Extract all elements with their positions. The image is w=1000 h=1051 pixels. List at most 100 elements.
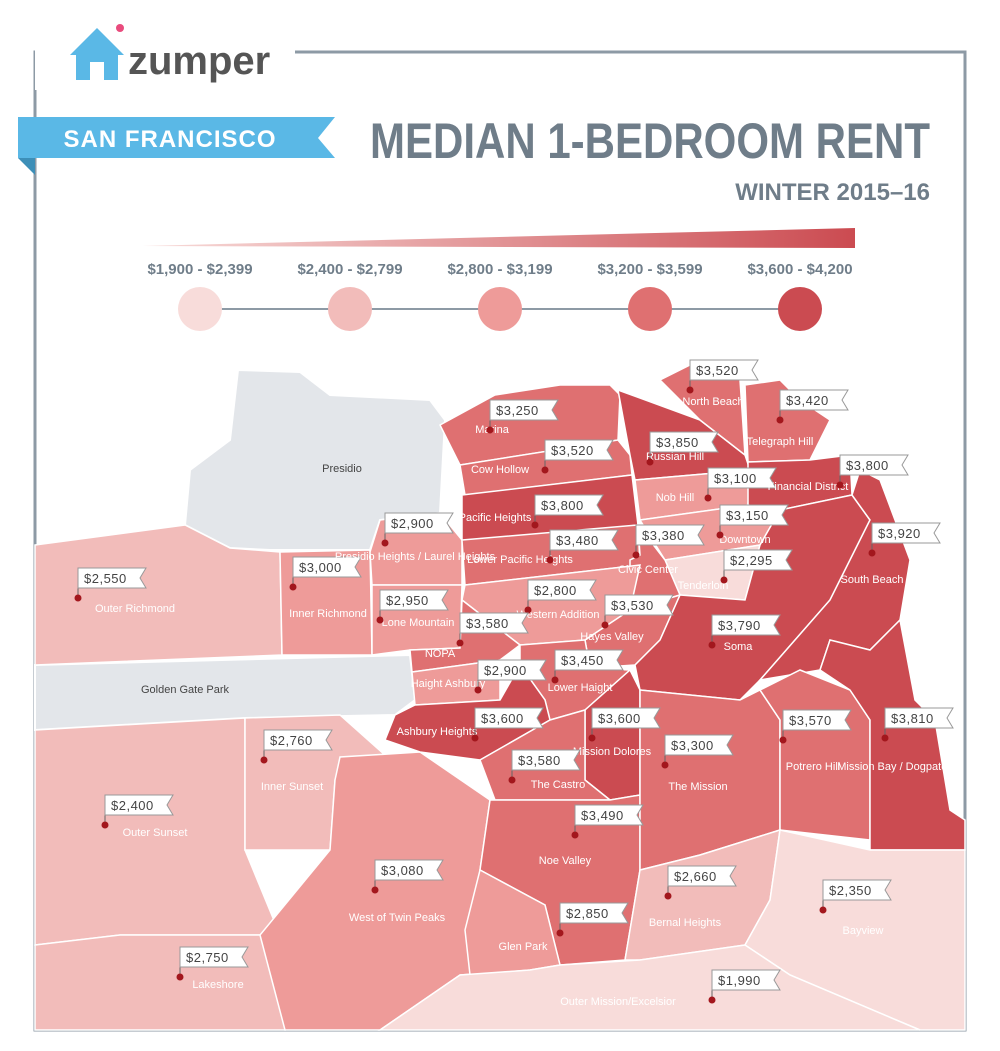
neighborhood [819, 618, 966, 851]
legend-swatch [328, 287, 372, 331]
neighborhood-name: Tenderloin [678, 580, 729, 592]
location-dot [716, 531, 724, 539]
price-label: $2,850 [566, 906, 609, 921]
neighborhood-name: NOPA [425, 648, 456, 660]
neighborhood-name: Outer Mission/Excelsior [560, 996, 676, 1008]
location-dot [664, 892, 672, 900]
flag [384, 512, 454, 534]
neighborhood-name: Noe Valley [539, 855, 592, 867]
neighborhood-name: Lone Mountain [382, 617, 455, 629]
price-label: $3,420 [786, 393, 829, 408]
legend-swatch [478, 287, 522, 331]
price-label: $3,250 [496, 403, 539, 418]
flag [689, 359, 759, 381]
flag [544, 439, 614, 461]
flag [292, 556, 362, 578]
neighborhood-name: Russian Hill [646, 451, 704, 463]
neighborhood [384, 663, 551, 761]
location-dot [571, 831, 579, 839]
flag [179, 946, 249, 968]
price-label: $2,800 [534, 583, 577, 598]
neighborhood-name: Nob Hill [656, 492, 695, 504]
price-label: $3,520 [551, 443, 594, 458]
banner-fold [18, 158, 35, 175]
flag [554, 649, 624, 671]
neighborhood-name: North Beach [682, 396, 743, 408]
logo-heart [116, 24, 124, 32]
price-label: $3,600 [481, 711, 524, 726]
legend-label: $1,900 - $2,399 [147, 261, 252, 278]
price-label: $3,490 [581, 808, 624, 823]
area-name: Golden Gate Park [141, 684, 230, 696]
price-label: $3,100 [714, 471, 757, 486]
neighborhood-name: Presidio Heights / Laurel Heights [335, 551, 496, 563]
flag [871, 522, 941, 544]
price-label: $3,600 [598, 711, 641, 726]
location-dot [371, 886, 379, 894]
legend-swatch [178, 287, 222, 331]
price-label: $2,295 [730, 553, 773, 568]
price-label: $3,080 [381, 863, 424, 878]
neighborhood-name: Civic Center [618, 564, 678, 576]
neighborhood-name: Mission Bay / Dogpatch [837, 761, 953, 773]
neighborhood-name: Potrero Hill [786, 761, 840, 773]
neighborhood-name: Mission Dolores [573, 746, 652, 758]
location-dot [704, 494, 712, 502]
flag [664, 734, 734, 756]
location-dot [708, 996, 716, 1004]
location-dot [74, 594, 82, 602]
price-label: $3,570 [789, 713, 832, 728]
flag [667, 865, 737, 887]
neighborhood-name: Lakeshore [192, 979, 243, 991]
flag [559, 902, 629, 924]
neighborhood-name: Western Addition [517, 609, 600, 621]
flag [534, 494, 604, 516]
location-dot [101, 821, 109, 829]
logo-door [90, 62, 104, 80]
neighborhood-name: Soma [724, 641, 754, 653]
location-dot [474, 686, 482, 694]
location-dot [381, 539, 389, 547]
location-dot [456, 639, 464, 647]
location-dot [176, 973, 184, 981]
flag [782, 709, 852, 731]
price-label: $3,450 [561, 653, 604, 668]
location-dot [632, 551, 640, 559]
price-label: $3,810 [891, 711, 934, 726]
location-dot [779, 736, 787, 744]
legend-ramp [142, 228, 855, 248]
location-dot [486, 426, 494, 434]
neighborhood-name: Lower Haight [548, 682, 613, 694]
neighborhood-name: The Castro [531, 779, 585, 791]
map: Presidio Golden Gate Park Outer Richmond $2… [34, 359, 966, 1031]
legend-label: $3,600 - $4,200 [747, 261, 852, 278]
flag [374, 859, 444, 881]
location-dot [531, 521, 539, 529]
price-label: $2,900 [484, 663, 527, 678]
neighborhood-name: Pacific Heights [459, 512, 532, 524]
flag [527, 579, 597, 601]
location-dot [376, 616, 384, 624]
location-dot [601, 621, 609, 629]
neighborhood-name: Telegraph Hill [747, 436, 814, 448]
price-label: $3,850 [656, 435, 699, 450]
price-label: $2,760 [270, 733, 313, 748]
neighborhood-name: Cow Hollow [471, 464, 529, 476]
flag [839, 454, 909, 476]
price-label: $3,480 [556, 533, 599, 548]
location-dot [661, 761, 669, 769]
neighborhood [34, 934, 286, 1031]
location-dot [776, 416, 784, 424]
flag [549, 529, 619, 551]
price-label: $1,990 [718, 973, 761, 988]
flag [711, 614, 781, 636]
legend-swatch [778, 287, 822, 331]
price-label: $3,000 [299, 560, 342, 575]
flag [649, 431, 719, 453]
location-dot [541, 466, 549, 474]
flag [822, 879, 892, 901]
flag [707, 467, 777, 489]
neighborhood-name: Ashbury Heights [397, 726, 478, 738]
